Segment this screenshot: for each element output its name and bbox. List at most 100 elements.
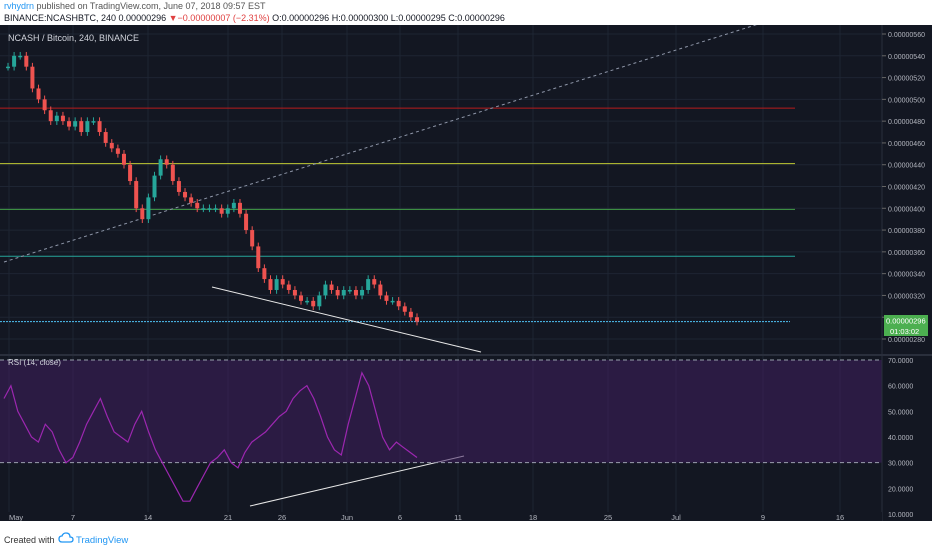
candle-body — [152, 175, 157, 198]
rsi-tick-label: 70.0000 — [888, 358, 913, 365]
candle-body — [244, 213, 249, 231]
candle-body — [311, 300, 316, 307]
candle-body — [292, 289, 297, 296]
svg-text:0.00000296: 0.00000296 — [886, 317, 926, 326]
candle-body — [109, 142, 114, 149]
candle-body — [73, 121, 78, 127]
trend-line-rsi — [249, 455, 465, 507]
candle-body — [97, 121, 102, 133]
candle-body — [225, 208, 230, 214]
candle-body — [384, 295, 389, 301]
candle-body — [158, 159, 163, 176]
candle-body — [201, 208, 206, 210]
date-tick-label: 21 — [224, 513, 232, 521]
candle-body — [67, 121, 72, 127]
candle-body — [18, 55, 23, 58]
date-axis-bg — [0, 512, 882, 521]
candle-body — [219, 208, 224, 214]
publisher-name[interactable]: rvhydrn — [4, 1, 35, 11]
candle-body — [60, 115, 65, 122]
candle-body — [91, 121, 96, 123]
date-tick-label: Jun — [341, 513, 353, 521]
price-tick-label: 0.00000340 — [888, 272, 925, 279]
candle-body — [207, 208, 212, 210]
date-tick-label: 7 — [71, 513, 75, 521]
last-price: 0.00000296 — [118, 13, 167, 23]
tradingview-logo-icon — [58, 532, 74, 543]
trend-line-dashed — [3, 25, 758, 263]
symbol-label: BINANCE:NCASHBTC, 240 — [4, 13, 117, 23]
candle-body — [36, 88, 41, 100]
candle-body — [30, 66, 35, 89]
candle-body — [164, 159, 169, 165]
candle-body — [128, 164, 133, 182]
symbol-info: BINANCE:NCASHBTC, 240 0.00000296 ▼−0.000… — [4, 13, 505, 23]
rsi-line — [3, 371, 418, 502]
candle-body — [262, 268, 267, 280]
candle-body — [347, 289, 352, 292]
candle-body — [183, 191, 188, 198]
price-tick-label: 0.00000420 — [888, 185, 925, 192]
candle-body — [366, 279, 371, 290]
candle-body — [121, 153, 126, 165]
candle-body — [24, 55, 29, 67]
candle-body — [317, 295, 322, 307]
published-text: published on TradingView.com, June 07, 2… — [36, 1, 266, 11]
price-tick-label: 0.00000540 — [888, 54, 925, 61]
date-tick-label: 11 — [454, 513, 462, 521]
candle-body — [396, 300, 401, 307]
change-arrow-icon: ▼ — [168, 13, 178, 23]
candle-body — [408, 311, 413, 318]
candle-body — [195, 202, 200, 209]
price-tick-label: 0.00000560 — [888, 32, 925, 39]
candle-body — [280, 279, 285, 285]
candle-body — [79, 121, 84, 133]
chart-header: rvhydrn published on TradingView.com, Ju… — [0, 0, 932, 26]
chart-legend: NCASH / Bitcoin, 240, BINANCE — [8, 33, 139, 43]
rsi-tick-label: 60.0000 — [888, 384, 913, 391]
candle-body — [42, 99, 47, 111]
date-tick-label: 18 — [529, 513, 537, 521]
price-tick-label: 0.00000280 — [888, 337, 925, 344]
countdown-badge: 01:03:02 — [884, 326, 928, 336]
candle-body — [103, 132, 108, 143]
candle-body — [237, 202, 242, 214]
date-tick-label: 25 — [604, 513, 612, 521]
rsi-tick-label: 40.0000 — [888, 435, 913, 442]
candle-body — [170, 164, 175, 182]
candle-body — [54, 115, 59, 122]
candle-body — [250, 230, 255, 247]
svg-text:01:03:02: 01:03:02 — [890, 327, 919, 336]
candle-body — [213, 208, 218, 210]
candle-body — [415, 317, 419, 322]
candle-body — [115, 148, 120, 154]
candle-body — [85, 121, 90, 133]
trend-line-support — [211, 286, 482, 353]
price-change: −0.00000007 (−2.31%) — [177, 13, 270, 23]
ohlc-values: O:0.00000296 H:0.00000300 L:0.00000295 C… — [272, 13, 505, 23]
candle-body — [341, 289, 346, 296]
date-tick-label: 9 — [761, 513, 765, 521]
chart-canvas[interactable]: 0.00000560 0.00000540 0.00000520 0.00000500… — [0, 25, 932, 521]
candle-body — [353, 289, 358, 296]
candle-body — [274, 279, 279, 290]
rsi-tick-label: 30.0000 — [888, 461, 913, 468]
candle-body — [6, 66, 10, 69]
candle-body — [305, 300, 310, 303]
price-tick-label: 0.00000520 — [888, 76, 925, 83]
footer: Created with TradingView — [0, 528, 932, 550]
tradingview-brand[interactable]: TradingView — [76, 535, 129, 546]
candle-body — [360, 289, 365, 296]
date-tick-label: 6 — [398, 513, 402, 521]
date-tick-label: 16 — [836, 513, 844, 521]
candle-body — [323, 284, 328, 296]
candle-body — [12, 55, 17, 67]
candle-body — [134, 181, 139, 209]
date-tick-label: Jul — [671, 513, 681, 521]
date-tick-label: May — [9, 513, 23, 521]
candle-body — [140, 208, 145, 220]
candle-body — [299, 295, 304, 301]
candle-body — [231, 202, 236, 209]
publish-info: rvhydrn published on TradingView.com, Ju… — [4, 1, 266, 11]
candle-body — [176, 181, 181, 192]
